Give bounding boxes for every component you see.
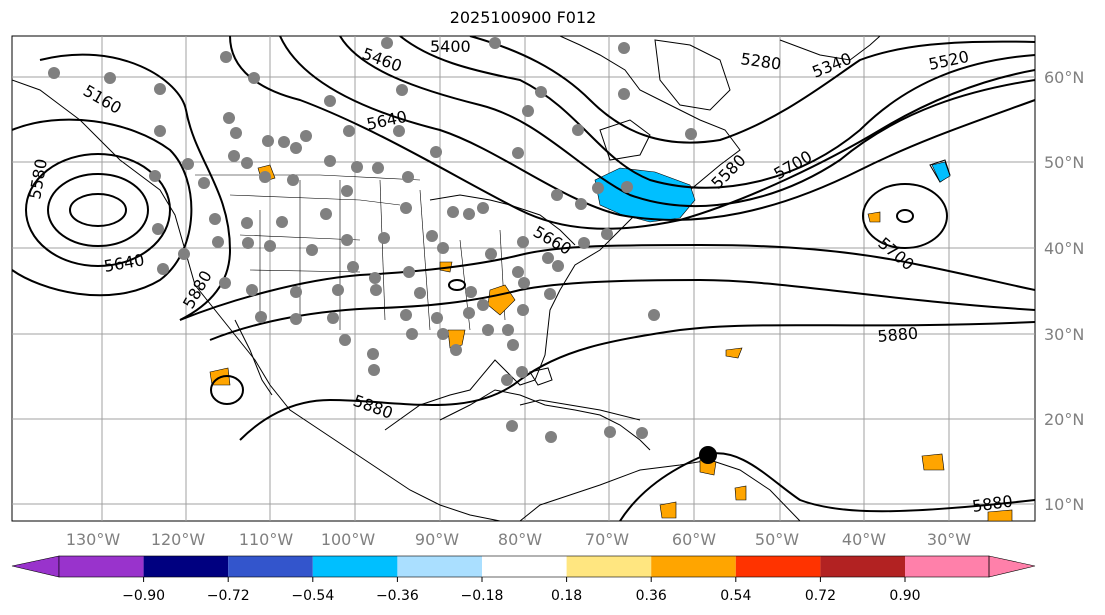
low-center-pacific [69, 193, 127, 227]
colorbar-tick-label: −0.90 [122, 588, 165, 604]
positive-anomaly-10 [921, 453, 945, 471]
colorbar-tick-label: 0.36 [636, 588, 667, 604]
colorbar-segment [143, 556, 229, 577]
lon-label: 50°W [755, 530, 799, 549]
lon-label: 70°W [585, 530, 629, 549]
lat-label: 10°N [1044, 495, 1084, 514]
lon-label: 100°W [321, 530, 376, 549]
colorbar-segment [820, 556, 905, 577]
colorbar-segment [312, 556, 398, 577]
colorbar-tick-label: −0.72 [207, 588, 250, 604]
positive-anomaly-12 [867, 211, 881, 223]
colorbar-segment [397, 556, 482, 577]
colorbar-tick-label: 0.72 [805, 588, 836, 604]
contour-label: 5400 [430, 37, 471, 56]
lat-label: 60°N [1044, 68, 1084, 87]
lat-label: 30°N [1044, 325, 1084, 344]
colorbar-segment-extend-high [988, 555, 1036, 578]
lon-label: 30°W [927, 530, 971, 549]
colorbar-tick-label: 0.18 [551, 588, 582, 604]
colorbar-segment [228, 556, 313, 577]
station-dots [48, 37, 697, 443]
contour-label: 5880 [877, 324, 919, 346]
positive-anomaly-8 [734, 485, 747, 501]
colorbar-segment [651, 556, 736, 577]
lon-label: 110°W [239, 530, 294, 549]
colorbar-segment [905, 556, 989, 577]
colorbar-segment [59, 556, 144, 577]
positive-anomaly-9 [659, 501, 677, 519]
anomaly-shading [209, 161, 1013, 521]
map-title: 2025100900 F012 [449, 8, 597, 27]
lat-label: 20°N [1044, 410, 1084, 429]
positive-anomaly-11 [987, 509, 1013, 521]
coastlines [12, 36, 951, 521]
lat-label: 50°N [1044, 153, 1084, 172]
colorbar: −0.90 −0.72 −0.54 −0.36 −0.18 0.18 0.36 … [11, 555, 1036, 604]
colorbar-segment [735, 556, 821, 577]
colorbar-tick-label: 0.90 [889, 588, 920, 604]
station-marker-black [699, 446, 717, 464]
colorbar-tick-label: 0.54 [720, 588, 751, 604]
colorbar-segment [566, 556, 652, 577]
colorbar-segment [482, 556, 567, 577]
latitude-labels: 60°N 50°N 40°N 30°N 20°N 10°N [1044, 68, 1084, 514]
colorbar-tick-label: −0.54 [291, 588, 334, 604]
colorbar-tick-label: −0.18 [461, 588, 504, 604]
negative-anomaly-atlantic [931, 161, 951, 183]
positive-anomaly-6 [725, 347, 743, 359]
positive-anomaly-4 [447, 329, 466, 349]
lat-label: 40°N [1044, 239, 1084, 258]
height-contours [12, 36, 1035, 521]
negative-anomaly-northeast [594, 167, 696, 223]
colorbar-tick-label: −0.36 [376, 588, 419, 604]
high-center-atlantic [896, 209, 914, 223]
lon-label: 130°W [66, 530, 121, 549]
colorbar-segment-extend-low [11, 555, 60, 578]
lon-label: 120°W [151, 530, 206, 549]
longitude-labels: 130°W 120°W 110°W 100°W 90°W 80°W 70°W 6… [66, 530, 971, 549]
lon-label: 80°W [498, 530, 542, 549]
lon-label: 90°W [415, 530, 459, 549]
lon-label: 60°W [672, 530, 716, 549]
lon-label: 40°W [842, 530, 886, 549]
